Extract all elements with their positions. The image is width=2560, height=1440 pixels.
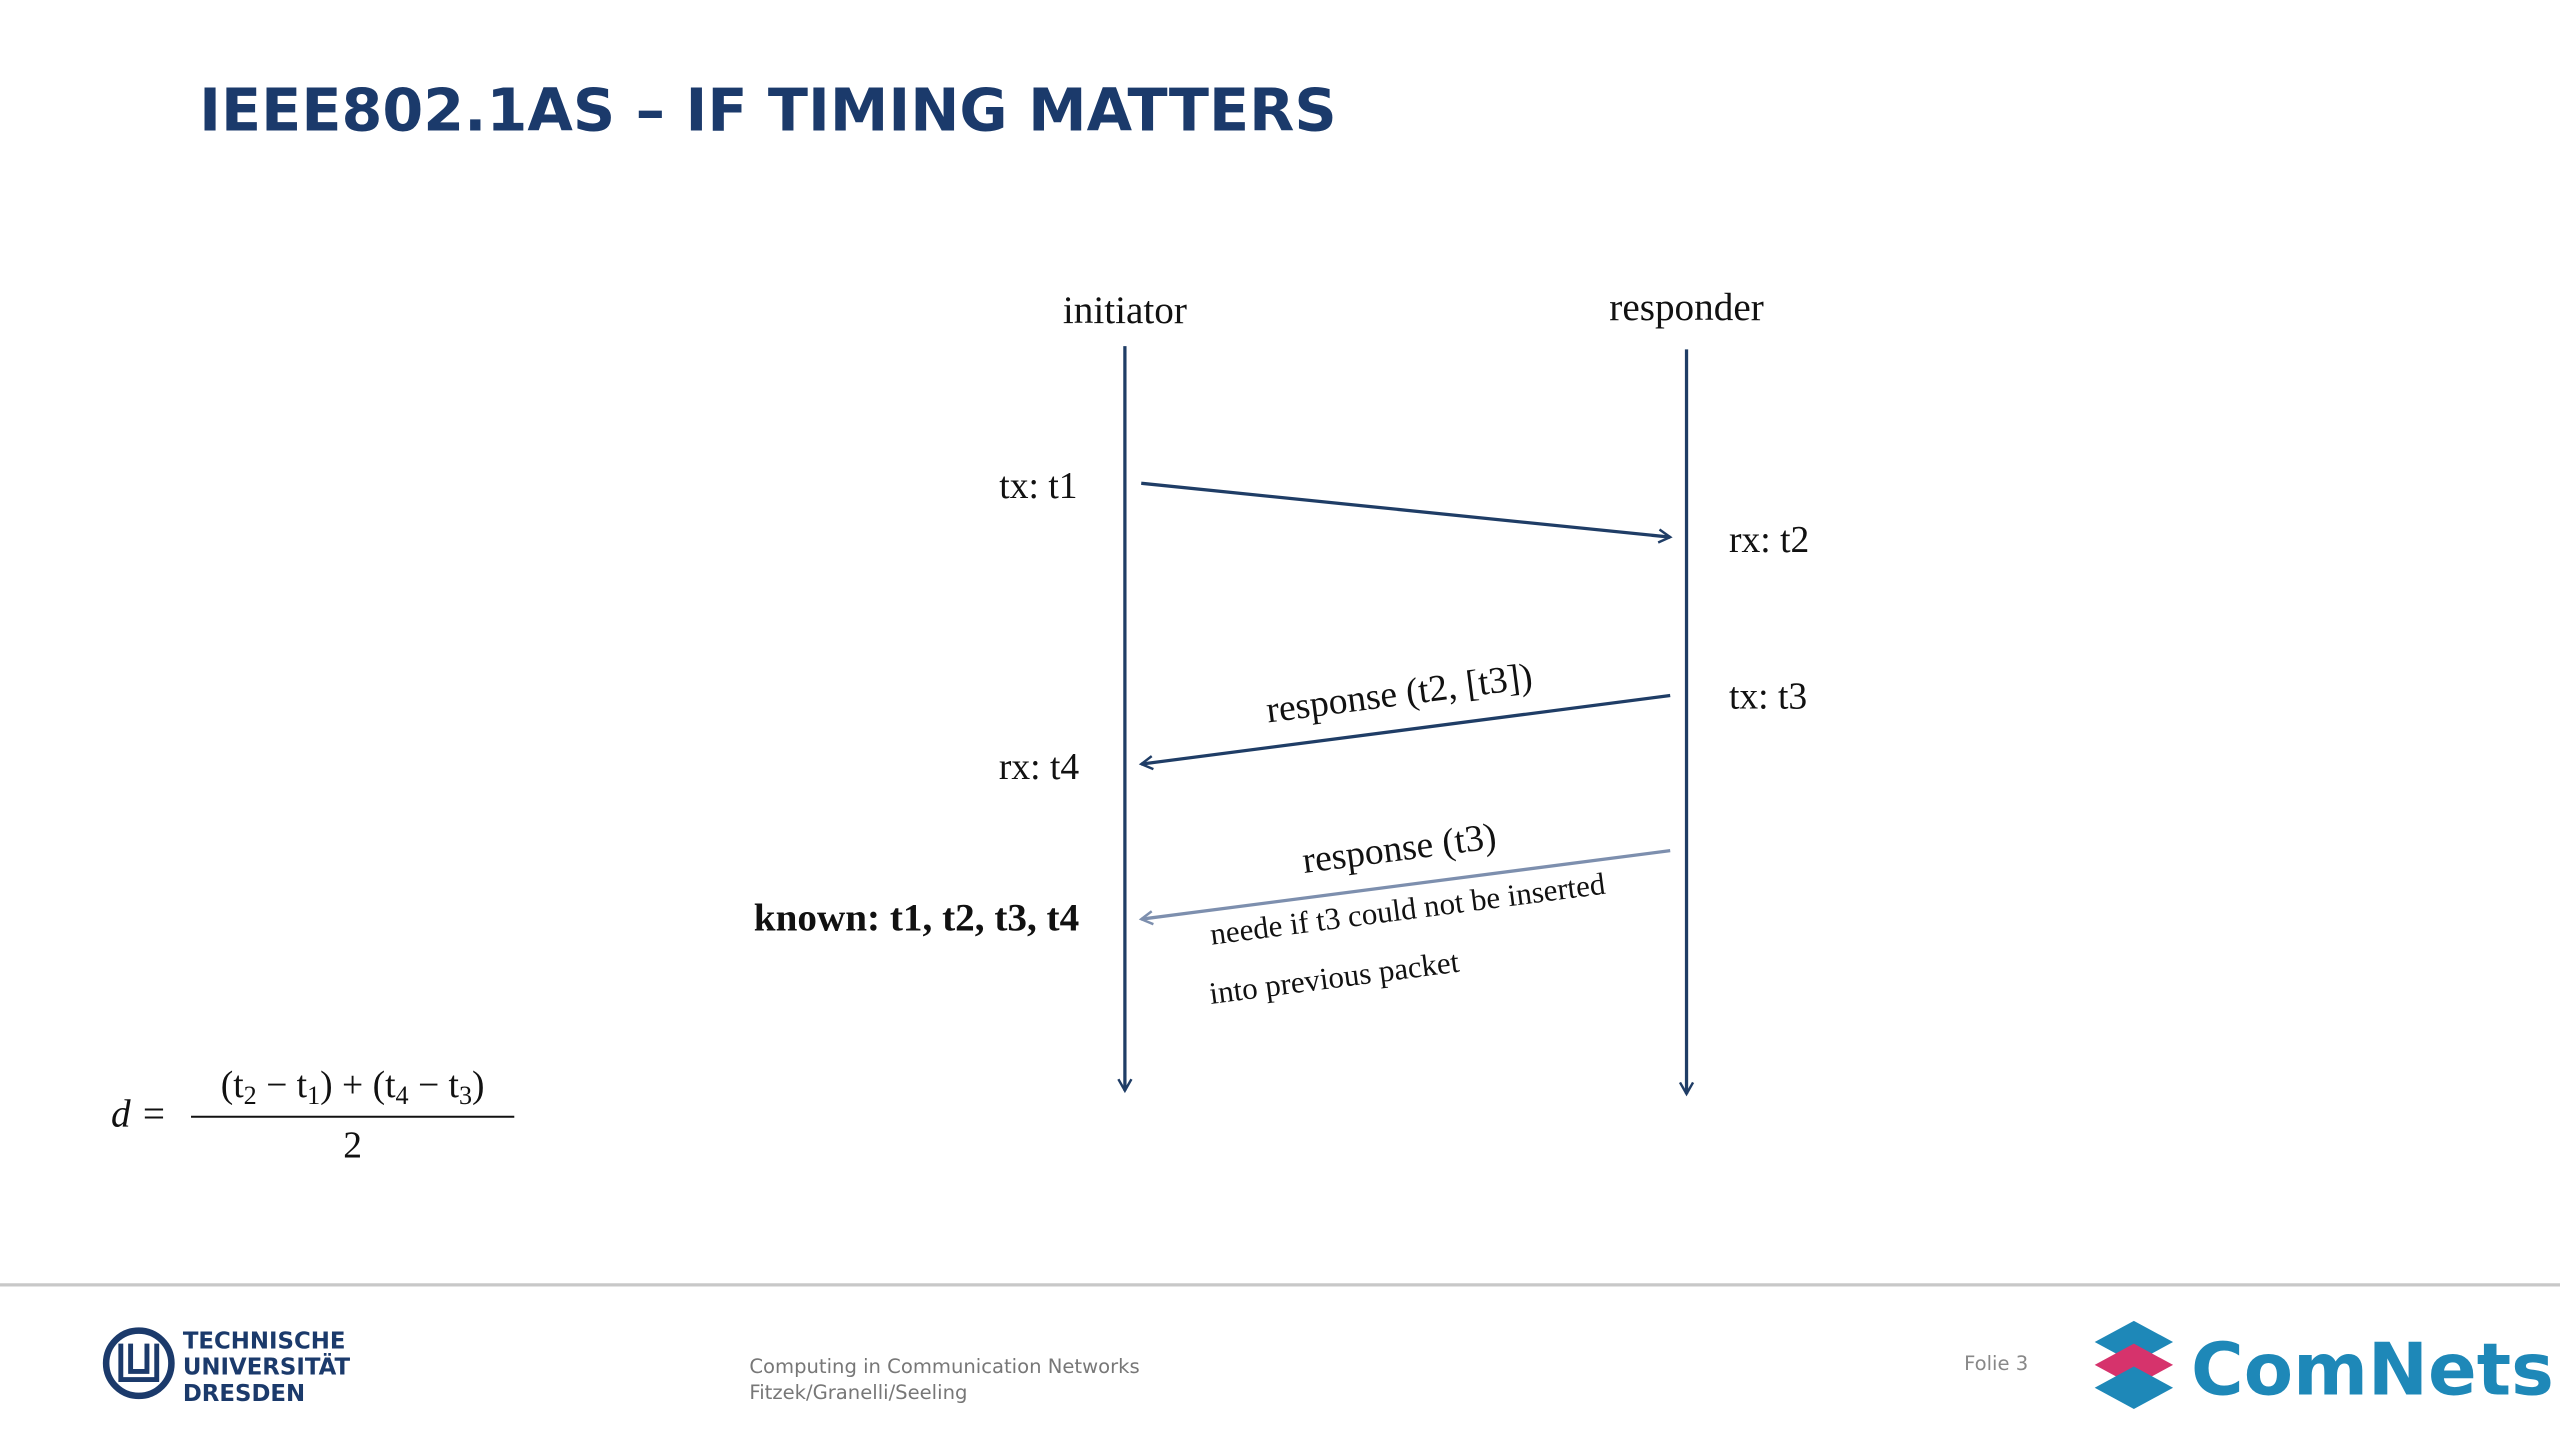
formula-part: 3: [459, 1081, 472, 1110]
formula-part: 4: [396, 1081, 409, 1110]
authors: Fitzek/Granelli/Seeling: [749, 1381, 967, 1404]
message-label: response (t2, [t3]): [1264, 656, 1535, 731]
formula-part: 2: [244, 1081, 257, 1110]
university-name: TECHNISCHE: [183, 1329, 346, 1355]
message-note: into previous packet: [1207, 944, 1461, 1011]
formula-part: 1: [307, 1081, 320, 1110]
slide-number: Folie 3: [1964, 1352, 2028, 1375]
message-arrow: [1138, 848, 1671, 926]
university-name: UNIVERSITÄT: [183, 1353, 351, 1381]
university-name: DRESDEN: [183, 1381, 305, 1407]
formula-part: (t: [221, 1065, 245, 1106]
formula-numerator: (t2 − t1) + (t4 − t3): [221, 1065, 485, 1110]
formula-part: ) + (t: [320, 1065, 396, 1106]
recv-label: rx: t2: [1729, 520, 1809, 561]
message-arrow: [1138, 693, 1671, 771]
slide-title: IEEE802.1AS – IF TIMING MATTERS: [199, 76, 1337, 145]
formula-denominator: 2: [343, 1126, 362, 1167]
responder-label: responder: [1609, 286, 1763, 329]
send-label: tx: t3: [1729, 677, 1807, 718]
message-note: neede if t3 could not be inserted: [1208, 866, 1608, 952]
formula-part: − t: [409, 1065, 460, 1106]
initiator-label: initiator: [1063, 289, 1187, 332]
comnets-logo: [2094, 1320, 2174, 1409]
send-label: tx: t1: [999, 466, 1077, 507]
formula-part: ): [472, 1065, 485, 1106]
message-arrow: [1141, 481, 1673, 544]
known-label: known: t1, t2, t3, t4: [754, 897, 1079, 940]
formula-lhs: d =: [111, 1093, 167, 1136]
formula-part: − t: [257, 1065, 308, 1106]
brand-name: ComNets: [2191, 1327, 2554, 1411]
course-name: Computing in Communication Networks: [749, 1355, 1139, 1378]
recv-label: rx: t4: [999, 747, 1080, 788]
message-label: response (t3): [1300, 816, 1499, 882]
tud-logo: [102, 1327, 175, 1400]
